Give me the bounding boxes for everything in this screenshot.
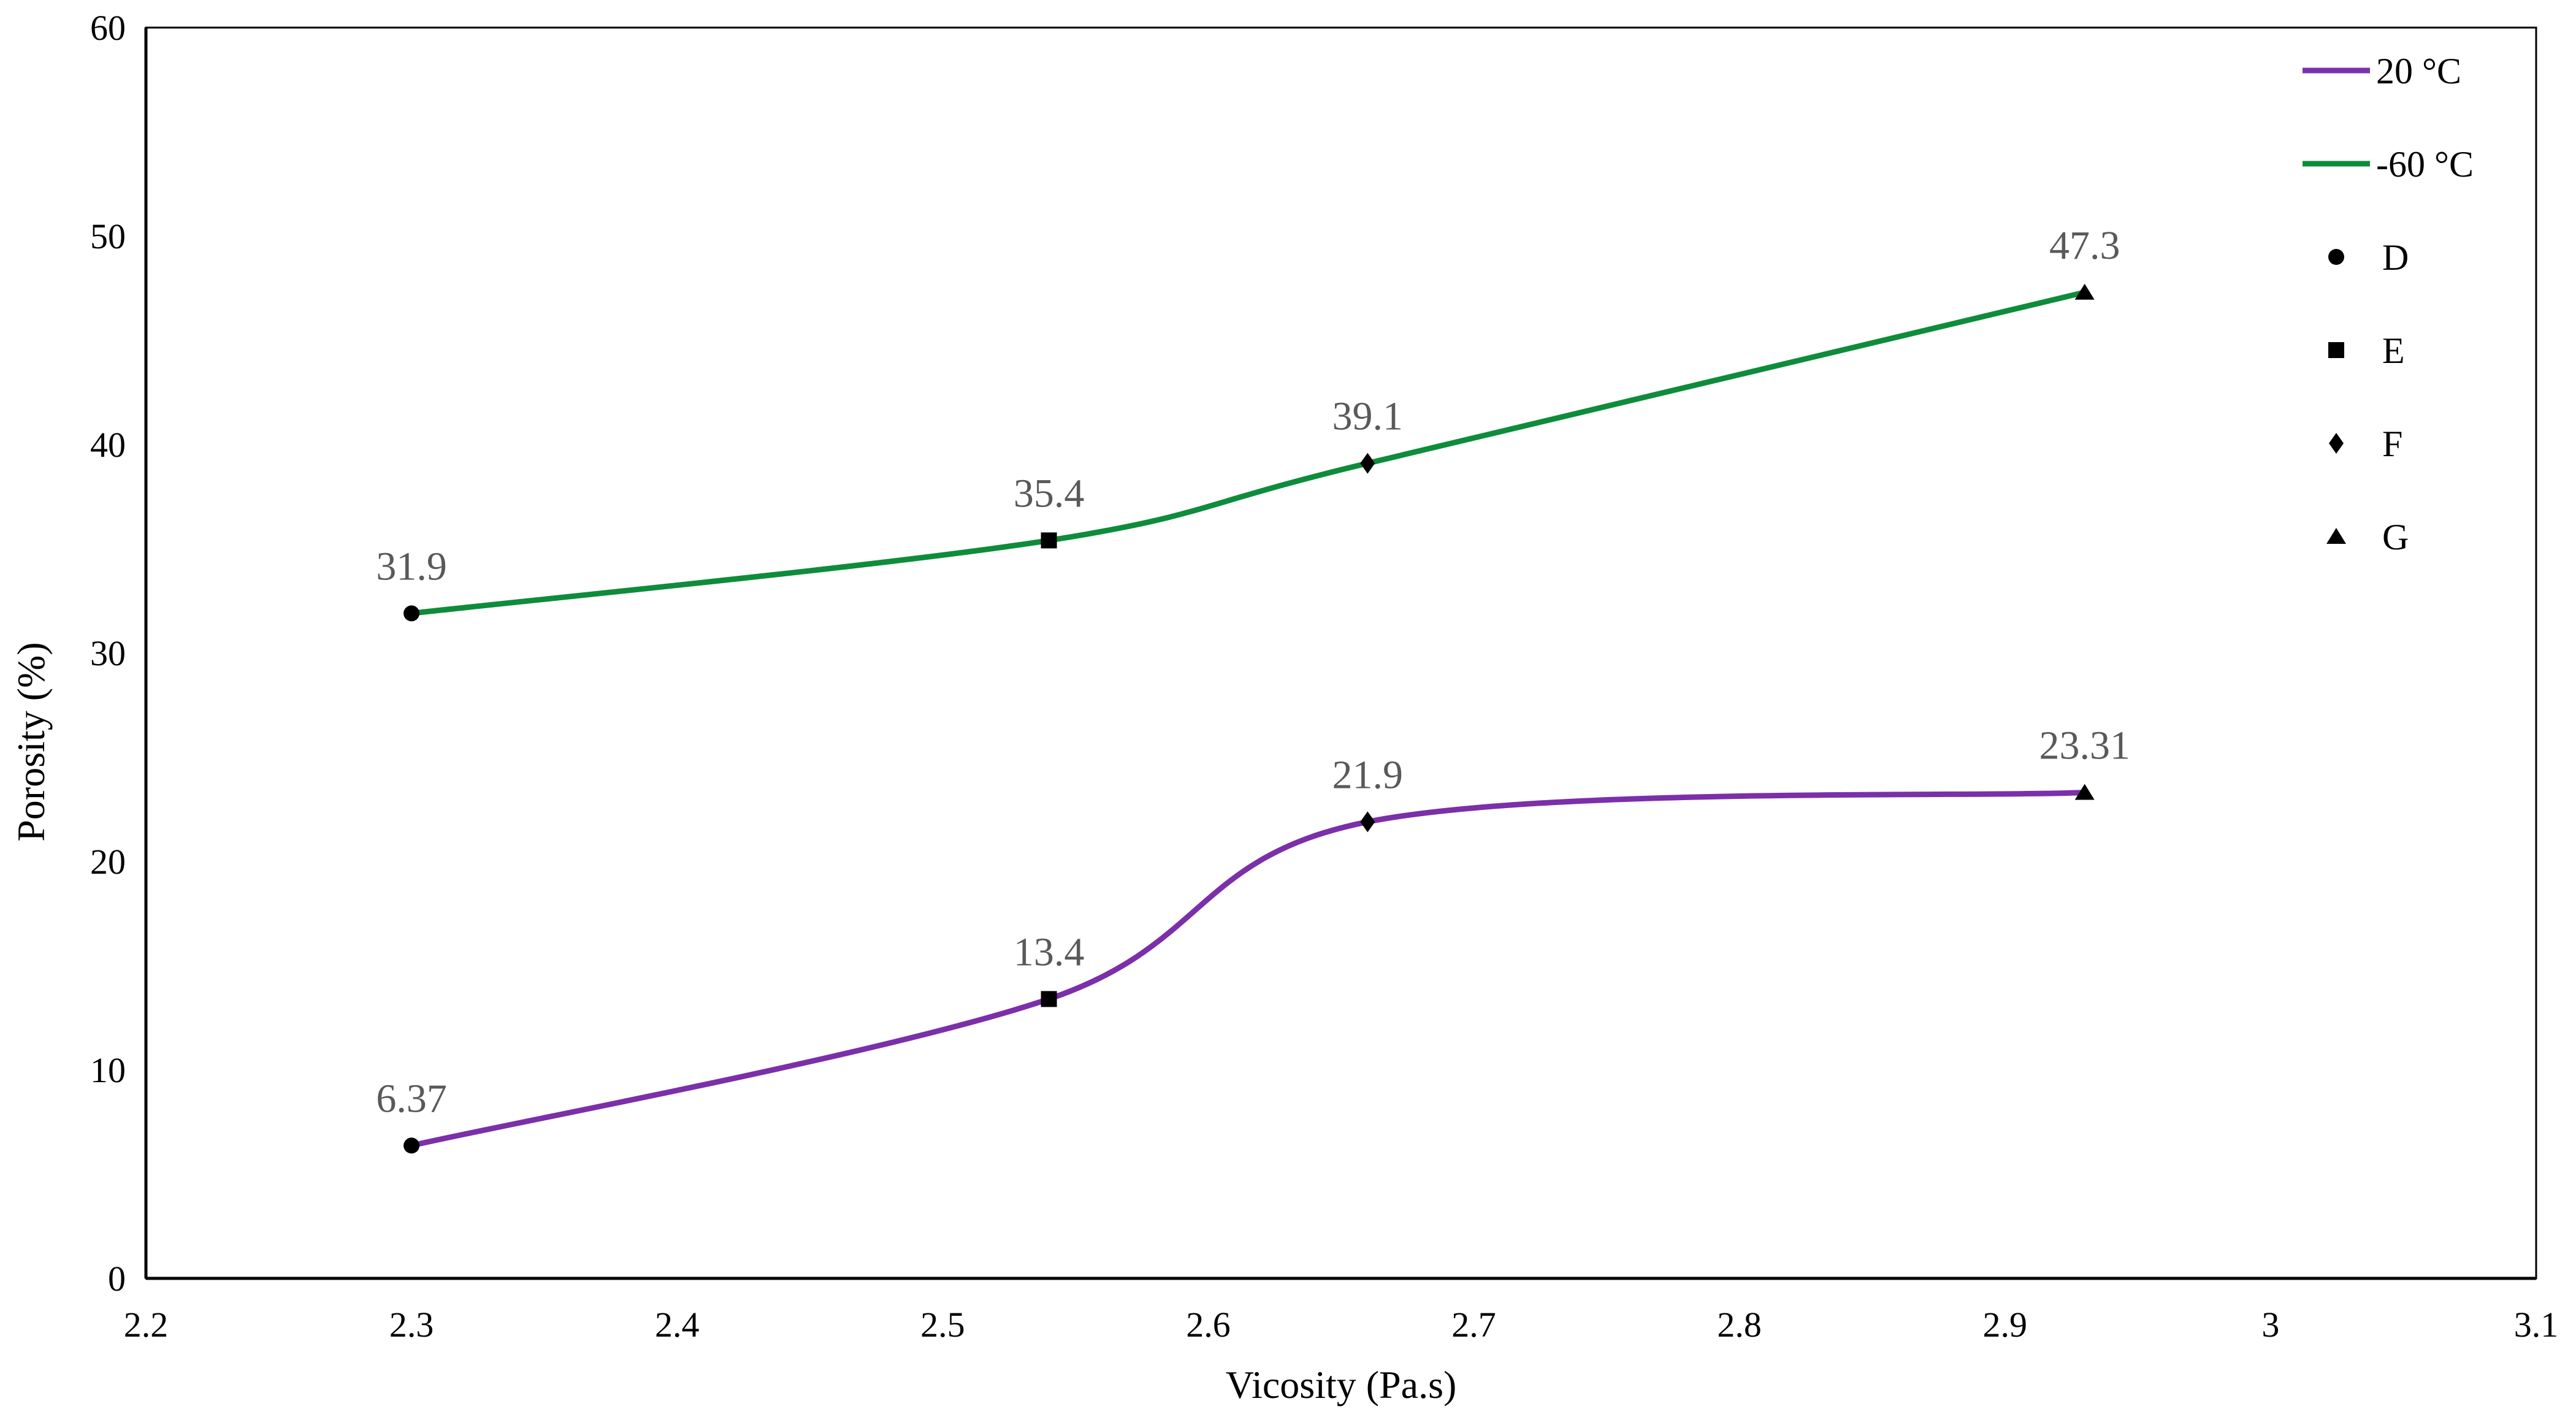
x-tick-label: 2.4 — [655, 1305, 700, 1345]
data-label: 13.4 — [1014, 929, 1085, 974]
legend-item-series-1: -60 °C — [2303, 144, 2474, 185]
legend-item-marker-F: F — [2329, 424, 2402, 464]
x-tick-label: 2.5 — [920, 1305, 965, 1345]
x-axis-tick-labels: 2.2 2.3 2.4 2.5 2.6 2.7 2.8 2.9 3 3.1 — [124, 1305, 2559, 1345]
data-labels: 6.37 13.4 21.9 23.31 31.9 35.4 39.1 47.3 — [376, 223, 2130, 1121]
y-tick-label: 50 — [90, 216, 126, 256]
x-tick-label: 2.3 — [389, 1305, 434, 1345]
legend-marker-label: G — [2382, 517, 2409, 557]
x-tick-label: 2.2 — [124, 1305, 169, 1345]
x-tick-label: 2.8 — [1717, 1305, 1762, 1345]
legend-item-marker-G: G — [2326, 517, 2409, 557]
diamond-marker-legend — [2329, 433, 2344, 454]
x-tick-label: 2.7 — [1451, 1305, 1496, 1345]
legend-marker-label: E — [2382, 330, 2405, 371]
square-marker-s0 — [1041, 991, 1057, 1007]
x-tick-label: 2.6 — [1186, 1305, 1231, 1345]
series-line-1 — [408, 289, 2088, 616]
square-marker-legend — [2328, 342, 2344, 358]
y-axis-title: Porosity (%) — [9, 642, 53, 841]
data-label: 31.9 — [376, 544, 447, 589]
y-tick-label: 30 — [90, 633, 126, 673]
data-label: 39.1 — [1332, 394, 1404, 439]
y-tick-label: 0 — [108, 1259, 126, 1299]
circle-marker-s1 — [403, 605, 420, 622]
legend-marker-label: F — [2382, 424, 2402, 464]
triangle-marker-s1 — [2074, 283, 2095, 300]
circle-marker-s0 — [403, 1137, 420, 1154]
y-tick-label: 10 — [90, 1050, 126, 1090]
legend-series-label: 20 °C — [2376, 51, 2461, 91]
legend-series-label: -60 °C — [2376, 144, 2474, 185]
x-axis-title: Vicosity (Pa.s) — [1226, 1363, 1457, 1407]
square-marker-s1 — [1041, 532, 1057, 549]
series-line-0 — [408, 789, 2088, 1148]
diamond-marker-s1 — [1360, 452, 1375, 474]
y-tick-label: 40 — [90, 425, 126, 465]
x-tick-label: 2.9 — [1983, 1305, 2028, 1345]
x-tick-label: 3.1 — [2514, 1305, 2559, 1345]
legend-marker-label: D — [2382, 237, 2409, 278]
data-label: 35.4 — [1014, 471, 1085, 516]
data-label: 6.37 — [376, 1076, 447, 1121]
series-lines — [408, 289, 2088, 1148]
plot-area-border — [144, 26, 2537, 1280]
legend: 20 °C -60 °C D E F G — [2303, 51, 2474, 557]
legend-item-series-0: 20 °C — [2303, 51, 2461, 91]
point-markers — [403, 283, 2095, 1154]
data-label: 23.31 — [2039, 723, 2130, 768]
data-label: 47.3 — [2049, 223, 2120, 268]
plot-frame — [145, 26, 2537, 1280]
y-tick-label: 60 — [90, 8, 126, 48]
y-tick-label: 20 — [90, 842, 126, 882]
diamond-marker-s0 — [1360, 811, 1375, 833]
triangle-marker-legend — [2326, 528, 2346, 544]
y-axis-tick-labels: 0 10 20 30 40 50 60 — [90, 8, 126, 1299]
circle-marker-legend — [2328, 249, 2344, 265]
triangle-marker-s0 — [2074, 784, 2095, 800]
legend-item-marker-E: E — [2328, 330, 2405, 371]
legend-item-marker-D: D — [2328, 237, 2409, 278]
x-tick-label: 3 — [2261, 1305, 2279, 1345]
data-label: 21.9 — [1332, 752, 1404, 797]
